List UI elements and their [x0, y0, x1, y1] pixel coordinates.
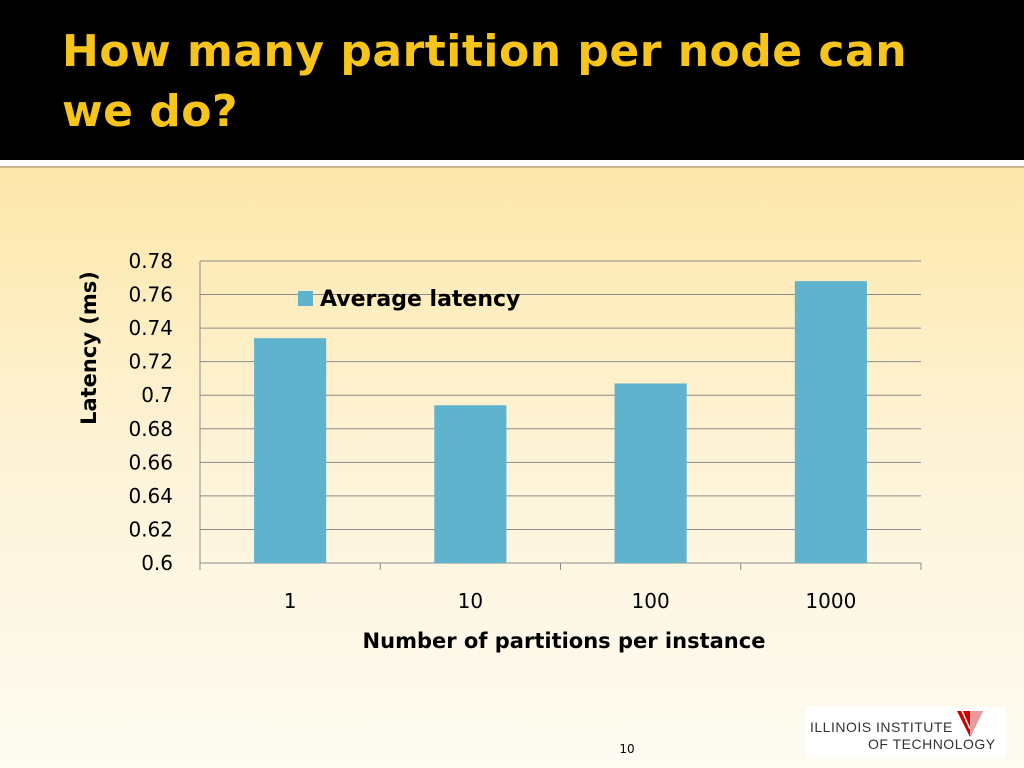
y-tick-label: 0.6: [141, 551, 173, 575]
y-tick-label: 0.7: [141, 383, 173, 407]
x-tick-label: 100: [632, 589, 670, 613]
y-tick-label: 0.76: [128, 283, 173, 307]
y-tick-label: 0.62: [128, 517, 173, 541]
y-tick-label: 0.74: [128, 316, 173, 340]
legend-swatch: [298, 291, 313, 306]
legend-label: Average latency: [320, 287, 520, 312]
x-tick-label: 1: [284, 589, 297, 613]
logo-mark-icon: [957, 710, 983, 737]
y-tick-label: 0.64: [128, 484, 173, 508]
x-axis-title: Number of partitions per instance: [363, 629, 766, 653]
bar: [254, 338, 327, 563]
slide-title: How many partition per node can we do?: [62, 26, 908, 137]
bar: [794, 281, 867, 563]
title-divider: [0, 160, 1024, 168]
bar: [434, 405, 507, 563]
y-tick-label: 0.68: [128, 417, 173, 441]
logo-text-line2: OF TECHNOLOGY: [868, 736, 996, 752]
x-tick-label: 1000: [805, 589, 856, 613]
bar: [614, 383, 687, 563]
page-number: 10: [619, 742, 635, 756]
title-bar: [0, 0, 1024, 160]
x-tick-label: 10: [458, 589, 483, 613]
y-tick-label: 0.72: [128, 350, 173, 374]
y-tick-label: 0.66: [128, 450, 173, 474]
institution-logo: ILLINOIS INSTITUTE OF TECHNOLOGY: [806, 707, 1006, 757]
y-axis-title: Latency (ms): [77, 271, 101, 425]
y-tick-label: 0.78: [128, 249, 173, 273]
logo-text-line1: ILLINOIS INSTITUTE: [810, 719, 953, 735]
